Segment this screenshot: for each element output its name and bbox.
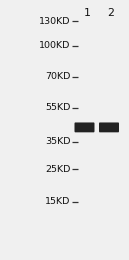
FancyBboxPatch shape bbox=[99, 122, 119, 132]
Text: 15KD: 15KD bbox=[45, 197, 70, 206]
Text: 70KD: 70KD bbox=[45, 72, 70, 81]
Text: 25KD: 25KD bbox=[45, 165, 70, 173]
Text: 35KD: 35KD bbox=[45, 137, 70, 146]
Text: 100KD: 100KD bbox=[39, 41, 70, 50]
Text: 130KD: 130KD bbox=[39, 17, 70, 26]
Text: 1: 1 bbox=[84, 8, 91, 18]
Text: 55KD: 55KD bbox=[45, 103, 70, 112]
FancyBboxPatch shape bbox=[75, 122, 94, 132]
Text: 2: 2 bbox=[107, 8, 114, 18]
